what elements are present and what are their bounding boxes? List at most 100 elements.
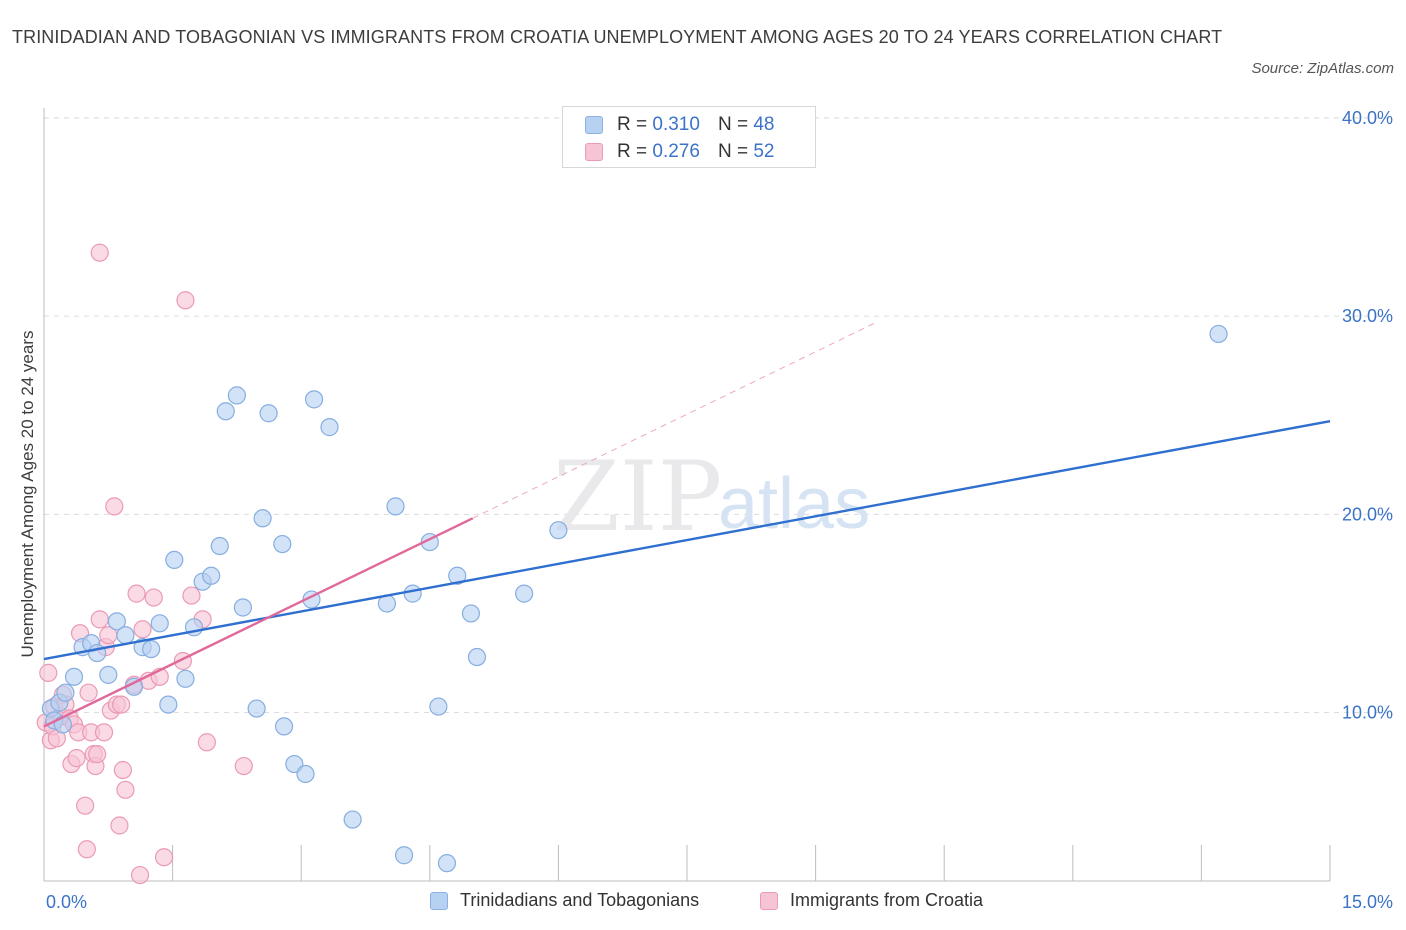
legend-r-label: R = <box>617 141 648 162</box>
data-point-trinidad <box>142 639 161 659</box>
legend-swatch-pink <box>760 891 778 910</box>
data-point-trinidad <box>515 584 534 603</box>
data-point-trinidad <box>320 418 339 437</box>
data-point-croatia <box>154 848 174 867</box>
data-point-trinidad <box>549 521 568 540</box>
x-tick-label: 15.0% <box>1342 892 1393 912</box>
data-point-trinidad <box>99 665 118 684</box>
trendline-trinidad <box>43 419 1331 661</box>
y-tick-label: 30.0% <box>1342 306 1393 326</box>
y-tick-label: 20.0% <box>1342 504 1393 524</box>
data-point-trinidad <box>253 509 272 528</box>
data-point-trinidad <box>56 683 75 702</box>
data-point-trinidad <box>159 695 178 714</box>
data-point-croatia <box>133 620 152 639</box>
data-point-trinidad <box>448 566 467 585</box>
y-tick-label: 40.0% <box>1342 108 1393 128</box>
data-point-trinidad <box>202 566 221 585</box>
legend-swatch-blue <box>585 116 603 134</box>
data-point-croatia <box>67 749 86 768</box>
data-point-trinidad <box>273 534 292 554</box>
trendline-croatia-extension <box>472 322 876 519</box>
legend-label-trinidad: Trinidadians and Tobagonians <box>460 890 700 910</box>
data-point-trinidad <box>259 404 278 423</box>
data-point-croatia <box>105 497 124 516</box>
legend-r-value: 0.310 <box>652 114 700 135</box>
legend-row-trinidad: R = 0.310 N = 48 <box>585 113 774 137</box>
data-point-croatia <box>182 586 201 605</box>
data-point-trinidad <box>429 697 448 716</box>
data-point-croatia <box>144 588 163 607</box>
data-point-trinidad <box>233 598 253 617</box>
data-point-trinidad <box>394 846 414 865</box>
data-point-trinidad <box>304 390 324 409</box>
legend-item-trinidad: Trinidadians and Tobagonians <box>430 890 699 911</box>
data-point-trinidad <box>64 667 84 686</box>
data-point-trinidad <box>165 550 184 570</box>
data-point-trinidad <box>216 402 235 421</box>
legend-n-label: N = <box>717 114 749 135</box>
data-point-croatia <box>88 745 107 764</box>
legend-item-croatia: Immigrants from Croatia <box>760 890 983 911</box>
data-point-trinidad <box>247 699 266 718</box>
data-point-croatia <box>90 610 109 629</box>
trend-layer <box>43 322 1331 728</box>
legend-n-value: 48 <box>753 114 775 135</box>
data-point-croatia <box>76 796 95 815</box>
correlation-legend: R = 0.310 N = 48 R = 0.276 N = 52 <box>562 106 816 168</box>
data-point-trinidad <box>386 497 405 516</box>
data-point-croatia <box>112 695 131 714</box>
series-croatia-points <box>36 243 253 885</box>
data-point-croatia <box>127 584 146 603</box>
y-tick-label: 10.0% <box>1342 703 1393 723</box>
data-point-croatia <box>197 733 216 752</box>
data-point-croatia <box>113 760 132 780</box>
watermark-atlas: atlas <box>718 464 870 544</box>
legend-row-croatia: R = 0.276 N = 52 <box>585 140 774 164</box>
data-point-croatia <box>130 865 150 885</box>
data-point-trinidad <box>227 386 246 405</box>
series-trinidad-points <box>41 324 1228 873</box>
data-point-croatia <box>176 291 195 310</box>
chart-source: Source: ZipAtlas.com <box>1251 60 1394 77</box>
data-point-croatia <box>79 683 98 702</box>
data-point-trinidad <box>116 626 135 645</box>
legend-swatch-pink <box>585 143 603 161</box>
data-point-trinidad <box>467 647 487 667</box>
grid-layer <box>44 117 1392 714</box>
data-point-croatia <box>39 663 58 682</box>
data-point-trinidad <box>343 810 362 829</box>
data-point-croatia <box>116 780 135 799</box>
data-point-trinidad <box>176 669 195 688</box>
data-point-trinidad <box>437 854 457 873</box>
legend-n-value: 52 <box>753 141 775 162</box>
legend-r-value: 0.276 <box>652 141 700 162</box>
chart-title: TRINIDADIAN AND TOBAGONIAN VS IMMIGRANTS… <box>12 27 1223 47</box>
data-point-trinidad <box>1209 324 1228 344</box>
data-point-trinidad <box>210 536 229 556</box>
trendline-croatia <box>43 517 474 728</box>
y-axis-label: Unemployment Among Ages 20 to 24 years <box>18 330 37 658</box>
data-point-trinidad <box>461 604 481 623</box>
data-point-croatia <box>234 756 253 776</box>
legend-r-label: R = <box>617 114 648 135</box>
data-point-croatia <box>77 840 96 859</box>
x-tick-label: 0.0% <box>46 892 87 912</box>
series-legend: Trinidadians and Tobagonians Immigrants … <box>0 890 1406 914</box>
legend-label-croatia: Immigrants from Croatia <box>790 890 984 910</box>
legend-swatch-blue <box>430 891 448 910</box>
watermark-zip: ZIP <box>553 441 722 553</box>
data-point-trinidad <box>403 584 422 603</box>
data-point-croatia <box>110 816 129 835</box>
data-point-trinidad <box>107 612 126 631</box>
axis-layer <box>43 108 1331 882</box>
watermark: ZIP atlas <box>553 441 870 553</box>
data-point-croatia <box>90 243 109 262</box>
data-point-trinidad <box>150 614 169 633</box>
data-point-trinidad <box>296 764 315 784</box>
legend-n-label: N = <box>717 141 749 162</box>
data-point-trinidad <box>274 717 294 736</box>
data-point-croatia <box>94 723 114 742</box>
tick-labels: 10.0% 20.0% 30.0% 40.0% 0.0% 15.0% <box>46 108 1393 912</box>
